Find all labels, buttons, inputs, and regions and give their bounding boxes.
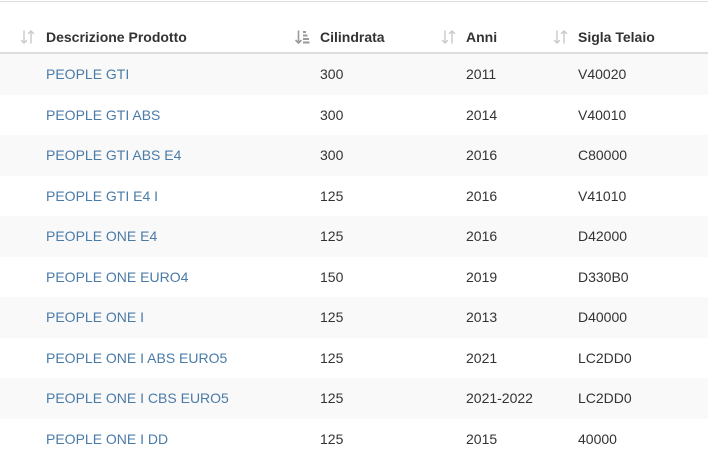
cell-descrizione: PEOPLE ONE I: [0, 297, 295, 338]
cell-anni: 2019: [441, 256, 553, 297]
cell-cilindrata: 125: [295, 297, 441, 338]
table-row: PEOPLE GTI ABS E4 300 2016 C80000: [0, 135, 708, 176]
table-row: PEOPLE ONE I DD 125 2015 40000: [0, 418, 708, 459]
column-header-anni[interactable]: Anni: [441, 20, 553, 54]
product-link[interactable]: PEOPLE GTI: [46, 66, 130, 83]
cell-cilindrata: 125: [295, 337, 441, 378]
cell-cilindrata: 150: [295, 256, 441, 297]
cell-anni: 2014: [441, 94, 553, 135]
cell-descrizione: PEOPLE GTI: [0, 53, 295, 95]
cell-cilindrata: 125: [295, 175, 441, 216]
cell-anni: 2013: [441, 297, 553, 338]
table-row: PEOPLE ONE I 125 2013 D40000: [0, 297, 708, 338]
cell-anni: 2011: [441, 53, 553, 95]
cell-anni: 2021-2022: [441, 378, 553, 419]
product-link[interactable]: PEOPLE ONE I DD: [46, 430, 169, 447]
table-header: Descrizione Prodotto Cilindrata: [0, 20, 708, 54]
cell-sigla-telaio: D330B0: [553, 256, 708, 297]
cell-anni: 2016: [441, 216, 553, 257]
cell-descrizione: PEOPLE ONE I ABS EURO5: [0, 337, 295, 378]
table-row: PEOPLE ONE EURO4 150 2019 D330B0: [0, 256, 708, 297]
cell-sigla-telaio: C80000: [553, 135, 708, 176]
column-label-anni: Anni: [466, 29, 498, 45]
cell-sigla-telaio: V40020: [553, 53, 708, 95]
cell-cilindrata: 300: [295, 135, 441, 176]
cell-sigla-telaio: LC2DD0: [553, 337, 708, 378]
product-link[interactable]: PEOPLE GTI E4 I: [46, 187, 159, 204]
cell-cilindrata: 125: [295, 418, 441, 459]
product-link[interactable]: PEOPLE ONE I ABS EURO5: [46, 349, 228, 366]
cell-sigla-telaio: D42000: [553, 216, 708, 257]
table-row: PEOPLE GTI ABS 300 2014 V40010: [0, 94, 708, 135]
cell-sigla-telaio: V41010: [553, 175, 708, 216]
cell-descrizione: PEOPLE GTI ABS: [0, 94, 295, 135]
column-label-descrizione: Descrizione Prodotto: [46, 29, 187, 45]
cell-cilindrata: 125: [295, 216, 441, 257]
table-row: PEOPLE ONE I ABS EURO5 125 2021 LC2DD0: [0, 337, 708, 378]
cell-cilindrata: 300: [295, 94, 441, 135]
cell-anni: 2016: [441, 175, 553, 216]
sort-both-icon[interactable]: [20, 30, 35, 44]
column-label-cilindrata: Cilindrata: [320, 29, 385, 45]
cell-descrizione: PEOPLE GTI ABS E4: [0, 135, 295, 176]
cell-sigla-telaio: V40010: [553, 94, 708, 135]
cell-cilindrata: 300: [295, 53, 441, 95]
sort-both-icon[interactable]: [441, 30, 456, 44]
cell-descrizione: PEOPLE ONE EURO4: [0, 256, 295, 297]
column-label-sigla-telaio: Sigla Telaio: [578, 29, 655, 45]
column-header-sigla-telaio[interactable]: Sigla Telaio: [553, 20, 708, 54]
sort-ascending-active-icon[interactable]: [295, 30, 310, 44]
top-divider: [0, 1, 708, 2]
cell-sigla-telaio: 40000: [553, 418, 708, 459]
table-body: PEOPLE GTI 300 2011 V40020 PEOPLE GTI AB…: [0, 53, 708, 459]
sort-both-icon[interactable]: [553, 30, 568, 44]
product-link[interactable]: PEOPLE ONE EURO4: [46, 268, 189, 285]
cell-anni: 2015: [441, 418, 553, 459]
cell-descrizione: PEOPLE ONE I DD: [0, 418, 295, 459]
product-table: Descrizione Prodotto Cilindrata: [0, 20, 708, 459]
cell-sigla-telaio: D40000: [553, 297, 708, 338]
table-row: PEOPLE GTI 300 2011 V40020: [0, 53, 708, 95]
column-header-cilindrata[interactable]: Cilindrata: [295, 20, 441, 54]
cell-anni: 2016: [441, 135, 553, 176]
cell-descrizione: PEOPLE GTI E4 I: [0, 175, 295, 216]
cell-descrizione: PEOPLE ONE E4: [0, 216, 295, 257]
product-link[interactable]: PEOPLE GTI ABS: [46, 106, 161, 123]
header-row: Descrizione Prodotto Cilindrata: [0, 20, 708, 54]
cell-sigla-telaio: LC2DD0: [553, 378, 708, 419]
column-header-descrizione[interactable]: Descrizione Prodotto: [0, 20, 295, 54]
product-link[interactable]: PEOPLE ONE I: [46, 309, 145, 326]
cell-descrizione: PEOPLE ONE I CBS EURO5: [0, 378, 295, 419]
product-link[interactable]: PEOPLE ONE E4: [46, 228, 158, 245]
cell-anni: 2021: [441, 337, 553, 378]
table-row: PEOPLE GTI E4 I 125 2016 V41010: [0, 175, 708, 216]
product-link[interactable]: PEOPLE GTI ABS E4: [46, 147, 182, 164]
product-link[interactable]: PEOPLE ONE I CBS EURO5: [46, 390, 229, 407]
cell-cilindrata: 125: [295, 378, 441, 419]
table-row: PEOPLE ONE I CBS EURO5 125 2021-2022 LC2…: [0, 378, 708, 419]
table-row: PEOPLE ONE E4 125 2016 D42000: [0, 216, 708, 257]
